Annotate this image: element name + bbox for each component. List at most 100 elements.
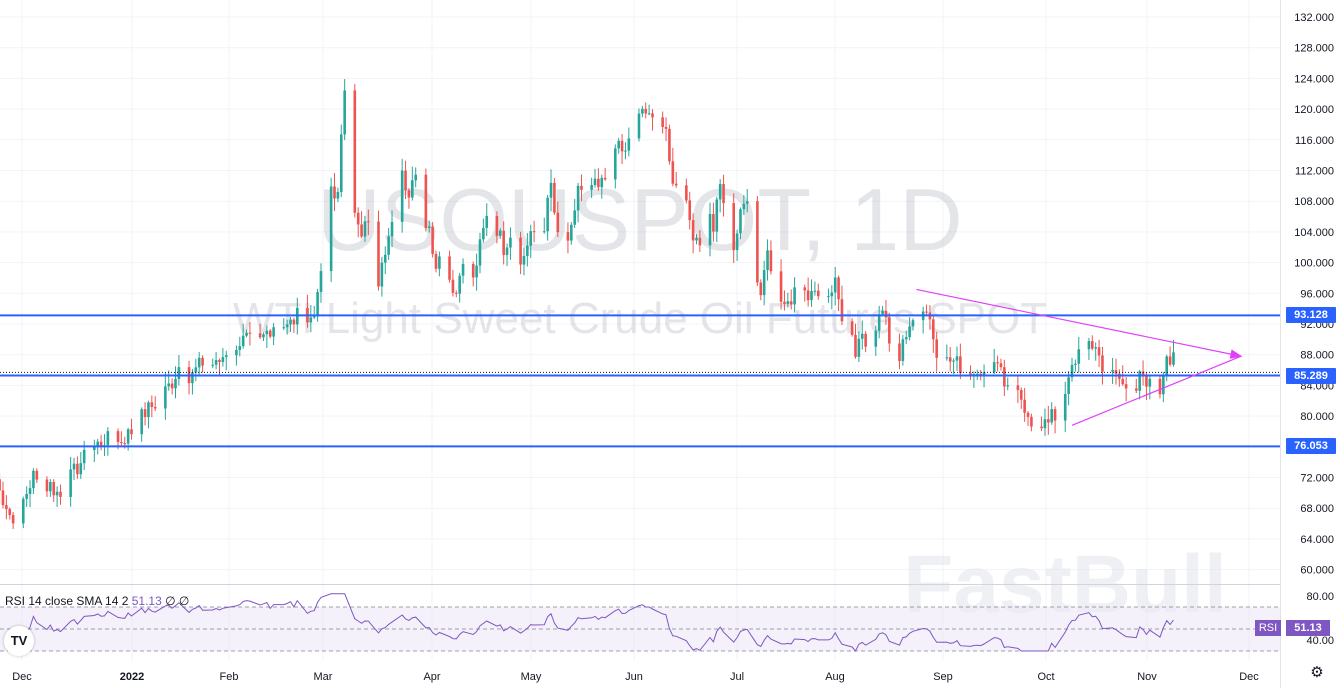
candle-body	[116, 431, 120, 443]
candle-body	[786, 301, 790, 304]
candle	[427, 220, 431, 233]
candle-body	[614, 148, 617, 180]
candle-body	[120, 442, 123, 444]
candle	[377, 210, 380, 291]
candle-body	[241, 335, 245, 347]
candle	[925, 304, 928, 317]
candle-body	[106, 431, 110, 446]
candle	[945, 344, 949, 361]
candle	[698, 229, 702, 253]
candle-body	[1074, 363, 1077, 365]
candle	[414, 167, 418, 188]
candle-body	[272, 327, 275, 337]
candle-body	[901, 339, 905, 361]
candle	[147, 400, 150, 429]
candle-body	[221, 357, 225, 363]
candle	[174, 366, 177, 399]
candle	[898, 333, 901, 370]
candle-body	[356, 212, 360, 225]
candle	[627, 127, 631, 157]
candle	[258, 323, 262, 339]
candle-body	[339, 134, 343, 192]
candle	[93, 439, 96, 463]
candle	[150, 395, 154, 418]
candle-body	[888, 317, 891, 344]
price-tick-label: 100.000	[1294, 258, 1334, 270]
rsi-series-line	[26, 593, 1174, 652]
candle	[766, 239, 769, 281]
candle	[495, 211, 499, 244]
candle-body	[319, 271, 323, 292]
candle	[11, 511, 15, 529]
candle-body	[830, 292, 834, 297]
candle	[573, 199, 577, 228]
candle	[475, 253, 478, 291]
candle-body	[688, 200, 692, 221]
candle-body	[570, 224, 573, 241]
candle-body	[698, 237, 702, 246]
candle-body	[864, 333, 867, 347]
candle	[695, 234, 698, 245]
triangle-lower-line	[1071, 355, 1242, 426]
candle	[201, 355, 204, 373]
candle	[1138, 369, 1141, 400]
candle-body	[390, 221, 394, 237]
price-tick-label: 116.000	[1295, 135, 1334, 147]
candle	[1165, 354, 1169, 382]
candle-body	[742, 203, 746, 210]
candle-body	[593, 178, 597, 186]
candle	[187, 360, 191, 395]
triangle-trendlines	[916, 288, 1243, 426]
candle	[55, 486, 59, 507]
gear-icon[interactable]: ⚙	[1310, 664, 1324, 681]
candle-body	[898, 343, 901, 361]
candle-body	[712, 214, 715, 232]
candle-body	[153, 407, 157, 409]
candle-body	[1162, 375, 1165, 395]
candle-body	[55, 491, 59, 496]
candle	[1141, 360, 1145, 386]
rsi-name-tag: RSI	[1255, 619, 1281, 636]
candle-body	[140, 409, 143, 435]
candle-body	[367, 221, 370, 223]
candle-body	[72, 463, 76, 470]
candle-body	[911, 320, 915, 327]
candle-body	[590, 185, 593, 190]
candle-body	[434, 253, 438, 269]
candle	[593, 168, 597, 188]
candle-body	[857, 338, 861, 357]
candle-body	[1111, 369, 1114, 372]
candle	[120, 431, 123, 446]
candle-body	[745, 201, 749, 204]
candle-body	[174, 378, 177, 389]
candle	[312, 306, 316, 320]
price-tick-label: 68.000	[1300, 503, 1334, 515]
candle-body	[1016, 385, 1020, 391]
candle-body	[718, 184, 722, 200]
candle-body	[197, 357, 201, 368]
candle	[996, 355, 999, 372]
tradingview-logo-icon[interactable]: TV	[4, 626, 34, 656]
candle	[803, 284, 807, 302]
candle-body	[996, 362, 999, 364]
candle	[471, 261, 475, 287]
rsi-legend[interactable]: RSI 14 close SMA 14 2 51.13 ∅ ∅	[5, 594, 189, 608]
candle	[262, 332, 265, 342]
candle	[1158, 376, 1162, 399]
candle-body	[803, 287, 807, 291]
candle-body	[289, 319, 292, 325]
candle-body	[495, 215, 499, 236]
candle	[272, 322, 275, 346]
candle-body	[170, 383, 174, 389]
candle	[214, 352, 218, 370]
candle-body	[167, 383, 171, 387]
candle	[380, 256, 384, 297]
time-tick-label: Dec	[1239, 671, 1259, 683]
candle-body	[126, 429, 130, 444]
candle-body	[783, 301, 786, 304]
candle-body	[884, 310, 888, 318]
candle-body	[461, 263, 465, 276]
candle	[72, 457, 76, 481]
candle	[482, 218, 485, 243]
